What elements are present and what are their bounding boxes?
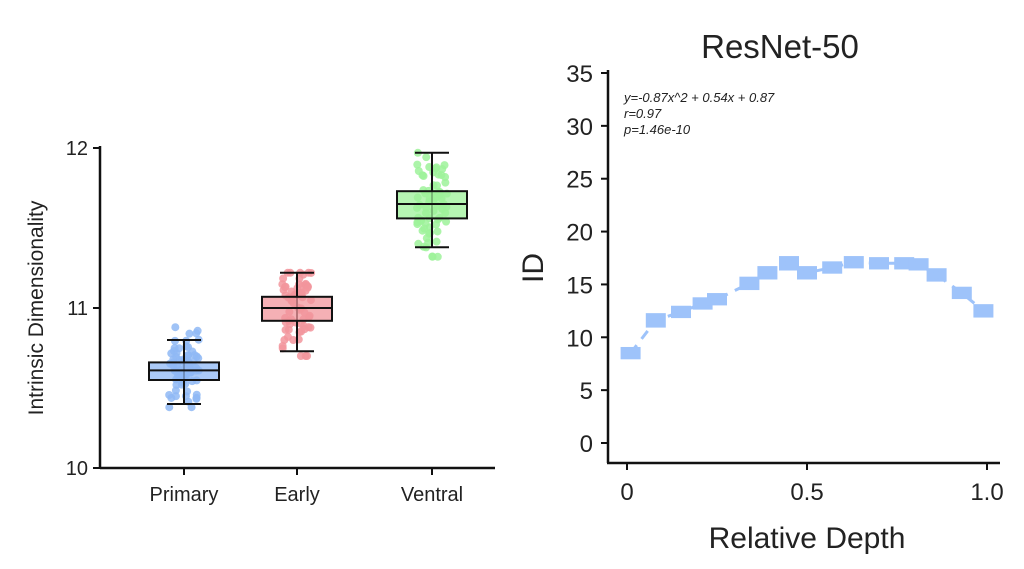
resnet-panel: ResNet-50 Relative Depth ID y=-0.87x^2 +…	[517, 28, 1004, 555]
right-y-axis-label: ID	[517, 253, 550, 283]
data-point	[413, 220, 422, 229]
data-point	[418, 226, 427, 235]
data-point	[303, 352, 312, 360]
data-point	[698, 299, 707, 308]
data-point	[185, 329, 194, 338]
data-point	[433, 227, 442, 236]
data-point	[763, 268, 772, 277]
y-tick-label: 10	[566, 325, 593, 352]
data-point	[914, 260, 923, 269]
data-point	[440, 161, 449, 170]
x-tick-label: Ventral	[401, 484, 463, 506]
data-point	[279, 274, 288, 283]
left-y-axis-label: Intrinsic Dimensionality	[25, 200, 48, 415]
data-point	[194, 354, 203, 363]
data-point	[979, 306, 988, 315]
data-point	[193, 326, 202, 335]
data-point	[745, 279, 754, 288]
data-point	[432, 220, 441, 229]
x-tick-label: 0	[620, 479, 633, 506]
data-point	[651, 316, 660, 325]
data-point	[167, 349, 176, 358]
data-point	[283, 332, 292, 341]
box-plot-panel: Intrinsic Dimensionality 10 11 12 Primary Ea…	[25, 138, 495, 506]
data-point	[296, 352, 305, 360]
data-point	[165, 390, 174, 399]
y-tick-label: 15	[566, 272, 593, 299]
data-point	[281, 325, 290, 334]
data-point	[165, 403, 174, 412]
data-point	[304, 323, 313, 332]
x-tick-label: 1.0	[970, 479, 1003, 506]
data-point	[171, 386, 180, 395]
data-point	[183, 351, 192, 360]
data-point	[413, 160, 422, 169]
data-point	[900, 259, 909, 268]
data-point	[183, 387, 192, 396]
data-point	[301, 286, 310, 295]
data-point	[437, 171, 446, 180]
data-point	[281, 282, 290, 291]
data-point	[849, 258, 858, 267]
data-point	[932, 270, 941, 279]
data-point	[414, 167, 423, 176]
y-tick-label: 11	[67, 298, 88, 320]
data-point	[785, 259, 793, 268]
x-tick-label: Early	[274, 484, 320, 506]
data-point	[442, 217, 451, 226]
data-point	[875, 259, 883, 268]
data-point	[422, 153, 431, 162]
data-point	[171, 323, 180, 332]
y-tick-label: 5	[580, 378, 593, 405]
data-point	[171, 392, 180, 401]
fit-r: r=0.97	[624, 106, 662, 121]
x-tick-label: 0.5	[790, 479, 823, 506]
y-tick-label: 20	[566, 220, 593, 247]
x-tick-label: Primary	[150, 484, 219, 506]
data-point	[433, 181, 442, 190]
data-point	[428, 252, 437, 261]
data-point	[432, 237, 441, 246]
right-x-axis-label: Relative Depth	[709, 522, 906, 555]
y-tick-label: 10	[66, 458, 88, 480]
data-point	[626, 349, 635, 358]
data-point	[828, 263, 837, 272]
y-tick-label: 12	[66, 138, 88, 160]
fit-equation: y=-0.87x^2 + 0.54x + 0.87	[623, 90, 775, 105]
y-tick-label: 0	[580, 431, 593, 458]
right-chart-title: ResNet-50	[701, 28, 859, 65]
fit-p: p=1.46e-10	[623, 122, 691, 137]
data-point	[803, 268, 811, 277]
data-point	[713, 295, 721, 304]
y-tick-label: 25	[566, 167, 593, 194]
y-tick-label: 35	[566, 61, 593, 88]
data-point	[192, 390, 201, 399]
y-tick-label: 30	[566, 114, 593, 141]
data-point	[677, 307, 685, 316]
data-point	[957, 288, 966, 297]
